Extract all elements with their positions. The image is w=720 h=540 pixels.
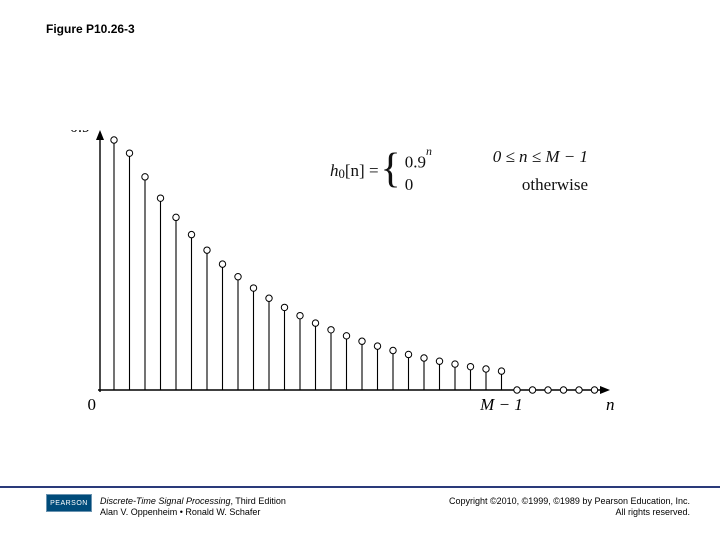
svg-text:0.9: 0.9: [70, 130, 90, 136]
equation: h0[n] = { 0.9n 0 ≤ n ≤ M − 1 0 otherwise: [330, 146, 588, 196]
copyright: Copyright ©2010, ©1999, ©1989 by Pearson…: [449, 496, 690, 518]
publisher-logo: PEARSON: [46, 494, 92, 512]
footer-divider: [0, 486, 720, 488]
book-edition: , Third Edition: [230, 496, 285, 506]
case2-cond: otherwise: [482, 174, 588, 196]
book-title: Discrete-Time Signal Processing: [100, 496, 230, 506]
eq-lhs: h: [330, 161, 339, 181]
book-meta: Discrete-Time Signal Processing, Third E…: [100, 496, 286, 518]
svg-text:M − 1: M − 1: [479, 395, 523, 414]
eq-lhs-arg: [n] =: [345, 161, 379, 181]
case1-exp: n: [426, 144, 432, 158]
svg-text:0: 0: [88, 395, 97, 414]
case1-cond: 0 ≤ n ≤ M − 1: [453, 146, 588, 174]
book-authors: Alan V. Oppenheim • Ronald W. Schafer: [100, 507, 286, 518]
footer: PEARSON Discrete-Time Signal Processing,…: [0, 490, 720, 530]
case2-base: 0: [405, 174, 453, 196]
figure-title: Figure P10.26-3: [46, 22, 135, 36]
brace-icon: {: [381, 148, 401, 190]
eq-cases: 0.9n 0 ≤ n ≤ M − 1 0 otherwise: [405, 146, 588, 196]
copyright-line2: All rights reserved.: [449, 507, 690, 518]
svg-text:n: n: [606, 395, 615, 414]
case1-base: 0.9: [405, 153, 426, 172]
copyright-line1: Copyright ©2010, ©1999, ©1989 by Pearson…: [449, 496, 690, 507]
eq-lhs-sub: 0: [339, 167, 345, 182]
